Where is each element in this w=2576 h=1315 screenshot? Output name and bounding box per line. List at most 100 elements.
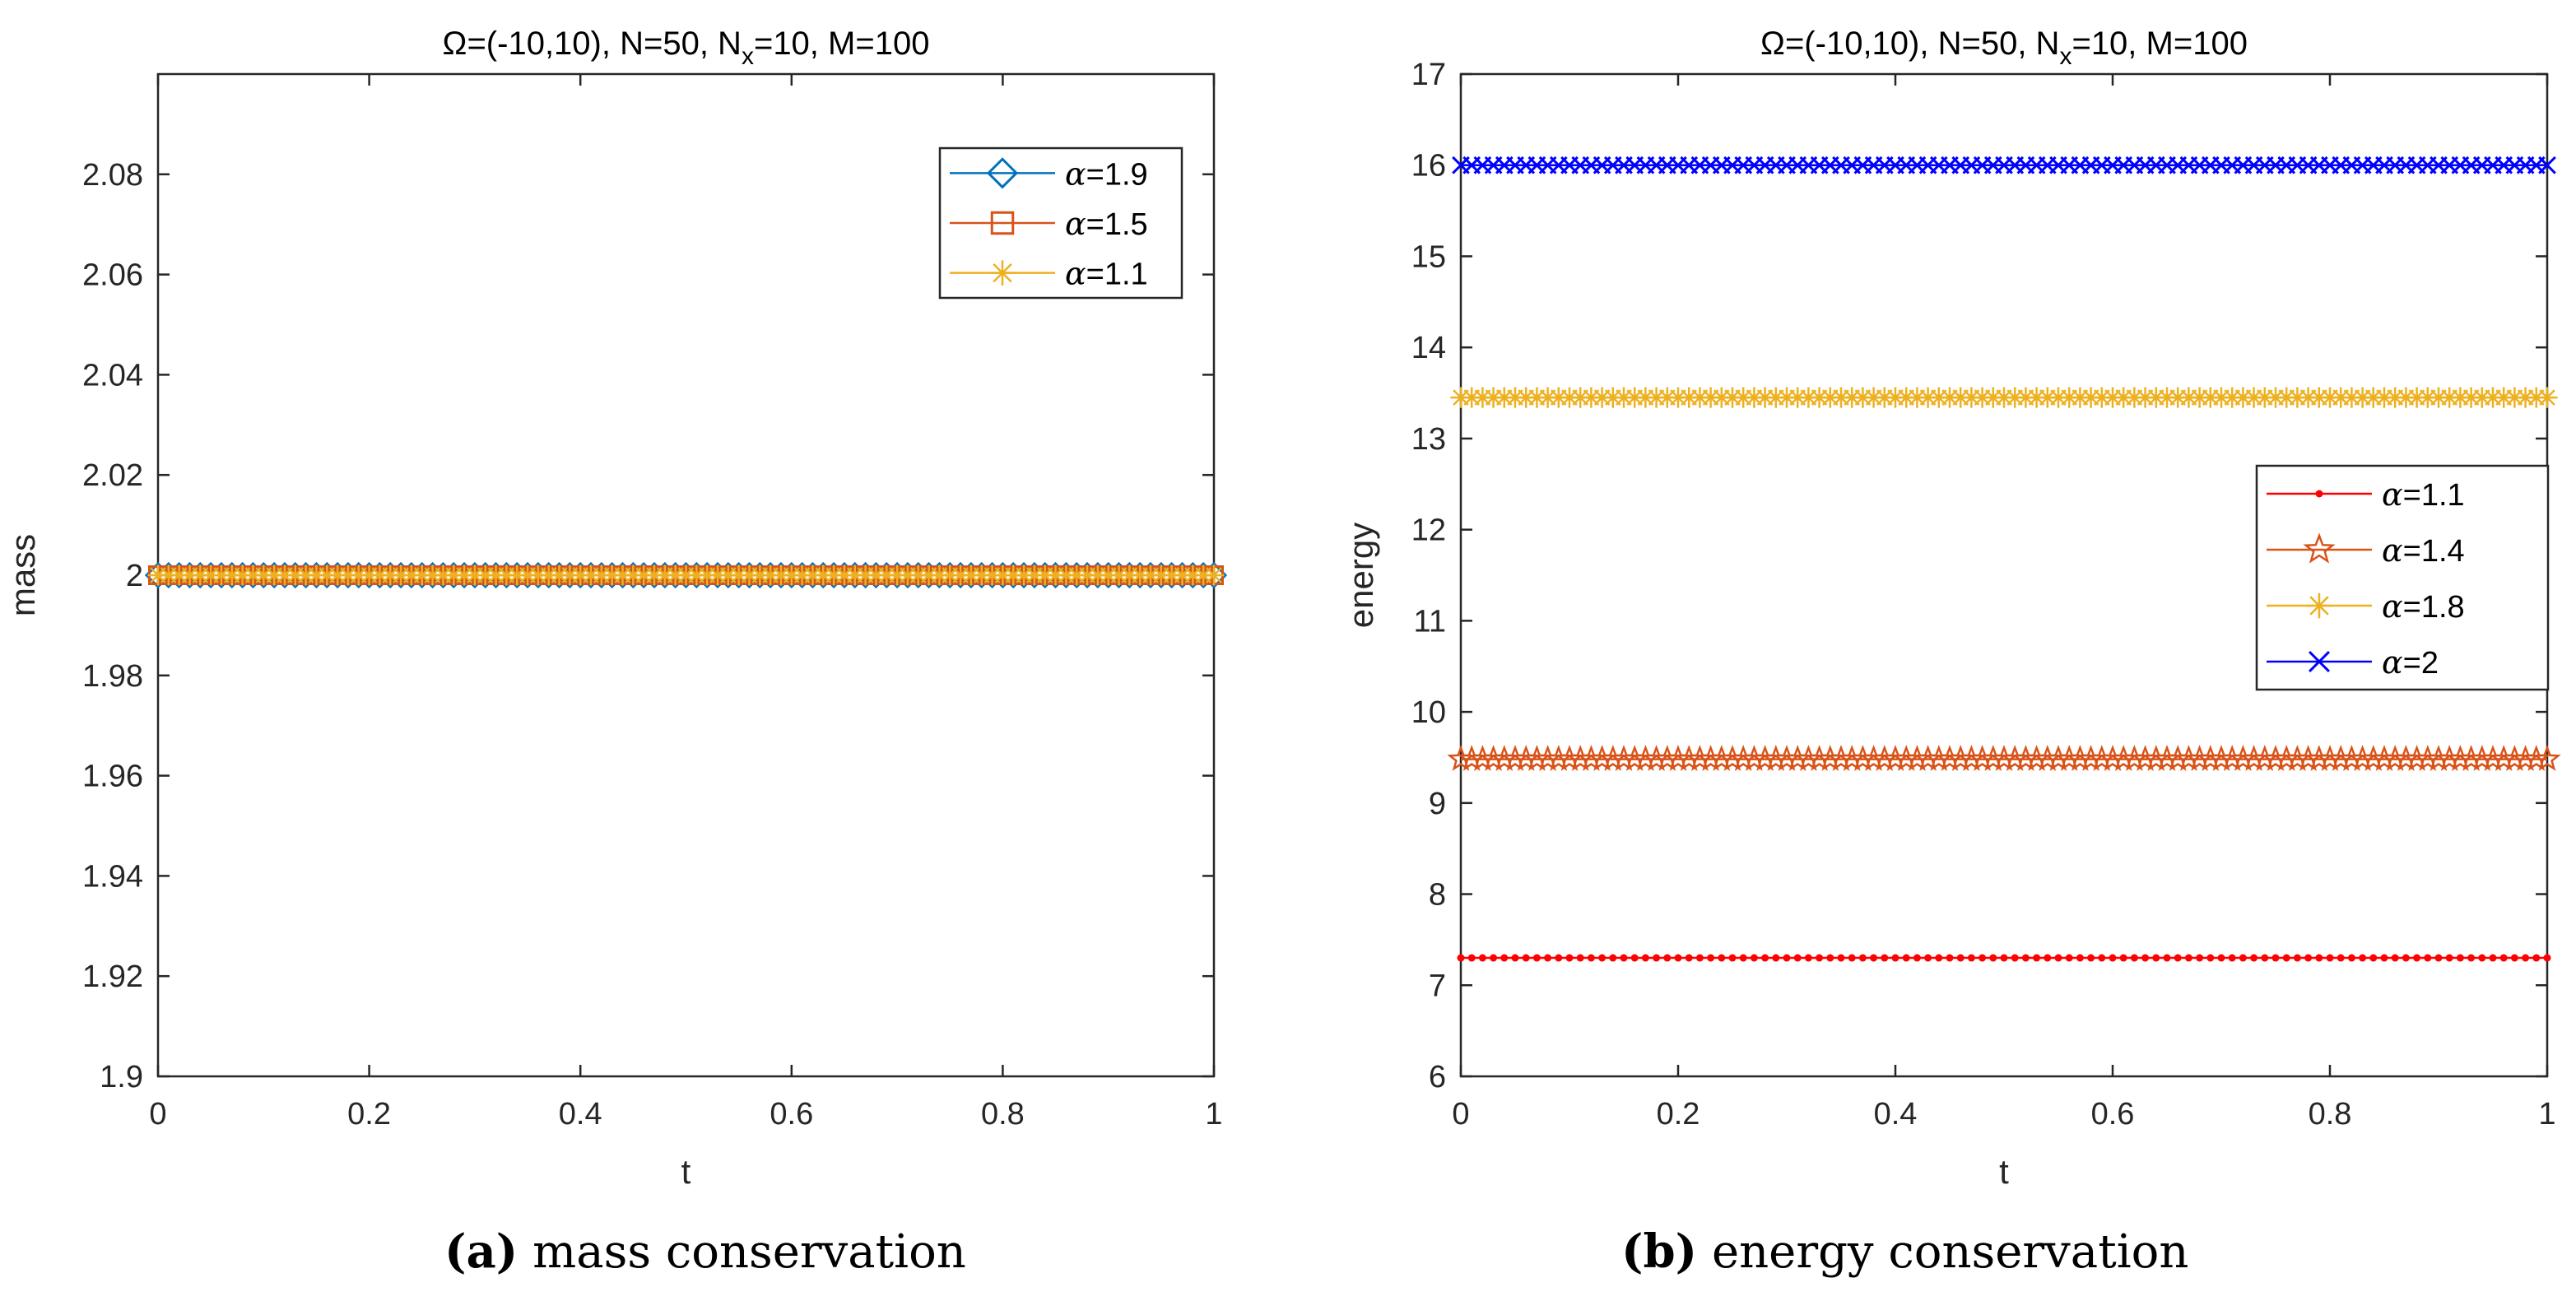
data-point	[2402, 954, 2410, 962]
y-tick-label: 1.94	[82, 859, 143, 894]
x-tick-label: 0.4	[1874, 1097, 1918, 1131]
data-point	[1685, 954, 1693, 962]
x-tick-label: 0.2	[1657, 1097, 1700, 1131]
data-point	[2109, 954, 2117, 962]
x-tick-label: 0	[149, 1097, 166, 1131]
legend-box	[2255, 464, 2550, 691]
data-point	[2239, 954, 2247, 962]
data-point	[2510, 954, 2518, 962]
series-1.4	[1447, 745, 2561, 771]
data-point	[1783, 954, 1791, 962]
data-point	[2076, 954, 2084, 962]
caption-b-label: (b)	[1621, 1224, 1698, 1279]
data-point	[1511, 954, 1519, 962]
data-point	[2152, 954, 2160, 962]
series-1.1	[1457, 954, 2551, 962]
caption-a: (a) mass conservation	[444, 1224, 966, 1279]
data-point	[1630, 954, 1639, 962]
data-point	[1772, 954, 1780, 962]
chart-energy: 0 0.2 0.4 0.6 0.8 167891011121314151617tenerg…	[1341, 26, 2561, 1191]
data-point	[1203, 565, 1225, 586]
caption-b: (b) energy conservation	[1621, 1224, 2188, 1279]
legend-label: α=1.5	[1065, 206, 1148, 242]
caption-a-label: (a)	[444, 1224, 518, 1279]
data-point	[2130, 954, 2138, 962]
data-point	[1467, 954, 1476, 962]
chart-mass: 0 0.2 0.4 0.6 0.8 1 1.9 1.92 1.94 1.96 1.98 2 2.02 2.…	[3, 26, 1228, 1191]
x-tick-label: 0.8	[981, 1097, 1025, 1131]
x-tick-label: 0.4	[559, 1097, 602, 1131]
data-point	[2434, 954, 2443, 962]
data-point	[2424, 954, 2432, 962]
y-tick-label: 2.02	[82, 458, 143, 493]
legend-label: α=1.1	[1065, 256, 1148, 292]
data-point	[2532, 954, 2541, 962]
data-point	[1544, 954, 1552, 962]
y-tick-label: 2.06	[82, 258, 143, 293]
data-point	[1478, 954, 1486, 962]
data-point	[2304, 954, 2313, 962]
data-point	[2522, 954, 2530, 962]
data-point	[2282, 954, 2290, 962]
data-point	[1555, 954, 1563, 962]
data-point	[1956, 954, 1965, 962]
legend-item-1.8: α=1.8	[2267, 588, 2465, 625]
data-point	[2098, 954, 2106, 962]
y-tick-label: 1.96	[82, 760, 143, 794]
data-point	[2536, 387, 2558, 408]
data-point	[1913, 954, 1921, 962]
data-point	[2054, 954, 2062, 962]
data-point	[2543, 954, 2551, 962]
y-tick-label: 1.9	[100, 1060, 143, 1094]
data-point	[2141, 954, 2150, 962]
y-tick-label: 2.08	[82, 158, 143, 193]
data-point	[1804, 954, 1812, 962]
data-point	[2228, 954, 2236, 962]
y-tick-label: 1.92	[82, 960, 143, 994]
legend-label: α=2	[2382, 644, 2439, 681]
data-point	[1641, 954, 1649, 962]
y-axis-label: energy	[1341, 523, 1380, 628]
legend-marker	[990, 211, 1015, 235]
data-point	[1609, 954, 1617, 962]
y-axis-label: mass	[3, 534, 42, 616]
legend-marker	[2315, 490, 2323, 498]
y-tick-label: 2	[126, 559, 143, 593]
y-tick-label: 13	[1411, 422, 1446, 457]
legend-item-1.1: α=1.1	[950, 256, 1148, 292]
data-point	[1848, 954, 1856, 962]
data-point	[2359, 954, 2367, 962]
data-point	[1989, 954, 1997, 962]
y-tick-label: 6	[1429, 1060, 1446, 1094]
caption-b-text: energy conservation	[1711, 1225, 2189, 1279]
legend-item-2: α=2	[2267, 644, 2439, 681]
data-point	[1870, 954, 1878, 962]
legend-marker	[2303, 532, 2336, 564]
caption-a-text: mass conservation	[532, 1225, 966, 1279]
series-1.1	[147, 565, 1225, 586]
data-point	[2445, 954, 2453, 962]
data-point	[1718, 954, 1726, 962]
y-tick-label: 1.98	[82, 659, 143, 694]
data-point	[2163, 954, 2171, 962]
data-point	[1978, 954, 1987, 962]
data-point	[2391, 954, 2399, 962]
data-point	[1793, 954, 1802, 962]
data-point	[1674, 954, 1682, 962]
x-tick-label: 0	[1452, 1097, 1469, 1131]
y-tick-label: 10	[1411, 695, 1446, 730]
chart-title: Ω=(-10,10), N=50, Nx=10, M=100	[1760, 26, 2248, 70]
data-point	[2319, 387, 2341, 408]
data-point	[1750, 954, 1758, 962]
data-point	[1837, 954, 1845, 962]
y-tick-label: 8	[1429, 878, 1446, 913]
y-tick-label: 12	[1411, 513, 1446, 548]
data-point	[2478, 954, 2486, 962]
data-point	[1663, 954, 1672, 962]
legend-marker	[2309, 651, 2330, 672]
data-point	[1891, 954, 1899, 962]
x-tick-label: 0.8	[2309, 1097, 2352, 1131]
data-point	[2489, 954, 2497, 962]
data-point	[2326, 954, 2334, 962]
data-point	[1967, 954, 1975, 962]
